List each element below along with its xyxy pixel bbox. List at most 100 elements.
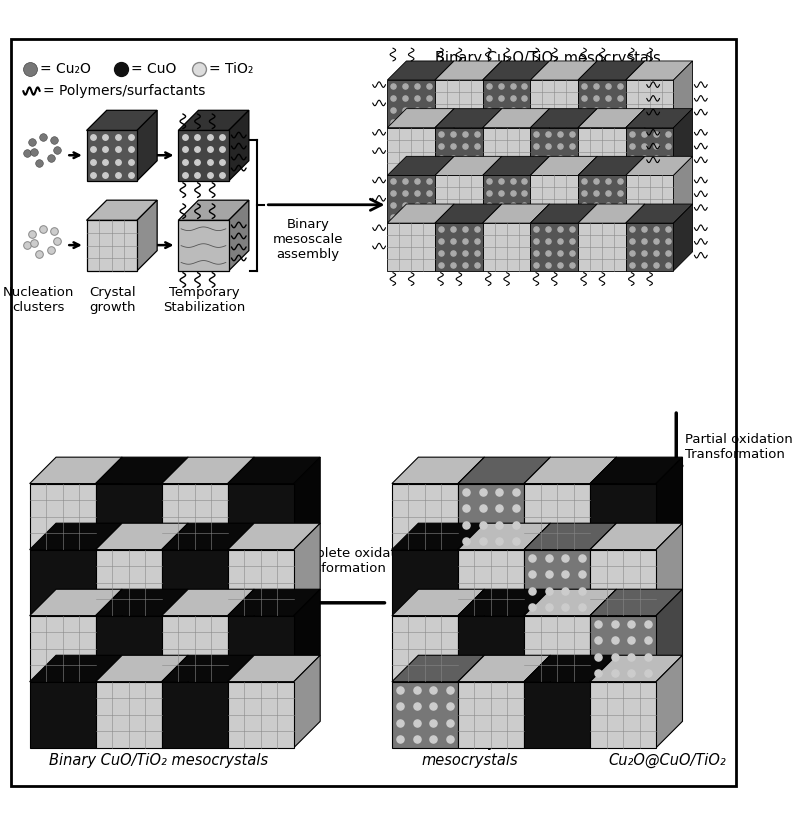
Polygon shape (178, 130, 229, 181)
Polygon shape (626, 109, 645, 176)
Polygon shape (524, 655, 550, 747)
Polygon shape (674, 157, 693, 223)
Polygon shape (162, 589, 188, 681)
Polygon shape (162, 457, 188, 549)
Polygon shape (530, 204, 597, 223)
Polygon shape (626, 176, 674, 223)
Text: Partial oxidation
Transformation: Partial oxidation Transformation (686, 433, 793, 461)
Polygon shape (387, 109, 454, 128)
Polygon shape (482, 204, 502, 271)
Polygon shape (458, 589, 484, 681)
Polygon shape (524, 589, 617, 615)
Text: Cu₂O@CuO/TiO₂: Cu₂O@CuO/TiO₂ (608, 752, 726, 768)
Polygon shape (96, 523, 122, 615)
Polygon shape (656, 655, 682, 747)
Polygon shape (387, 80, 435, 128)
Polygon shape (228, 615, 294, 681)
Polygon shape (228, 483, 294, 549)
Text: = Cu₂O: = Cu₂O (40, 62, 90, 76)
Polygon shape (530, 223, 578, 271)
Polygon shape (435, 176, 482, 223)
Polygon shape (626, 204, 693, 223)
Text: Complete oxidation
Transformation: Complete oxidation Transformation (286, 547, 417, 575)
Polygon shape (30, 523, 122, 549)
Polygon shape (524, 655, 617, 681)
Polygon shape (626, 61, 693, 80)
Polygon shape (387, 61, 454, 80)
Polygon shape (674, 109, 693, 176)
Polygon shape (626, 223, 674, 271)
Polygon shape (482, 109, 502, 176)
Polygon shape (30, 681, 96, 747)
Polygon shape (590, 655, 617, 747)
Polygon shape (578, 157, 597, 223)
Polygon shape (30, 655, 122, 681)
Polygon shape (387, 128, 435, 176)
Text: Crystal
growth: Crystal growth (89, 286, 135, 314)
Polygon shape (228, 655, 254, 747)
Polygon shape (578, 223, 626, 271)
Polygon shape (435, 128, 482, 176)
Polygon shape (294, 655, 320, 747)
Polygon shape (96, 589, 122, 681)
Polygon shape (435, 61, 502, 80)
Polygon shape (229, 111, 249, 181)
Polygon shape (482, 176, 530, 223)
Polygon shape (392, 457, 484, 483)
Polygon shape (482, 80, 530, 128)
Polygon shape (178, 200, 249, 220)
Polygon shape (626, 61, 645, 128)
Polygon shape (86, 111, 157, 130)
Polygon shape (482, 128, 530, 176)
Polygon shape (530, 61, 550, 128)
Polygon shape (137, 200, 157, 271)
Text: Ternary
mesocrystals: Ternary mesocrystals (422, 736, 518, 768)
Polygon shape (458, 589, 550, 615)
Polygon shape (482, 223, 530, 271)
Polygon shape (96, 549, 162, 615)
Polygon shape (674, 204, 693, 271)
Polygon shape (96, 655, 188, 681)
Polygon shape (435, 223, 482, 271)
Polygon shape (137, 111, 157, 181)
Polygon shape (482, 109, 550, 128)
Polygon shape (656, 457, 682, 549)
Polygon shape (96, 457, 188, 483)
Polygon shape (578, 128, 626, 176)
Polygon shape (392, 681, 458, 747)
Polygon shape (392, 615, 458, 681)
Polygon shape (524, 549, 590, 615)
Polygon shape (162, 615, 228, 681)
Polygon shape (228, 457, 254, 549)
Polygon shape (178, 220, 229, 271)
Polygon shape (162, 523, 254, 549)
Polygon shape (590, 483, 656, 549)
Polygon shape (590, 655, 682, 681)
Polygon shape (626, 80, 674, 128)
Polygon shape (392, 655, 484, 681)
Polygon shape (656, 523, 682, 615)
Polygon shape (578, 157, 645, 176)
Polygon shape (530, 157, 597, 176)
Polygon shape (524, 523, 617, 549)
Polygon shape (458, 615, 524, 681)
Polygon shape (458, 457, 484, 549)
Polygon shape (294, 589, 320, 681)
Polygon shape (482, 204, 550, 223)
Polygon shape (590, 523, 617, 615)
Polygon shape (626, 128, 674, 176)
Polygon shape (228, 589, 254, 681)
Polygon shape (530, 204, 550, 271)
Polygon shape (524, 589, 550, 681)
Polygon shape (162, 655, 188, 747)
Polygon shape (626, 157, 693, 176)
Polygon shape (162, 655, 254, 681)
Polygon shape (435, 109, 502, 128)
Polygon shape (530, 80, 578, 128)
Polygon shape (530, 176, 578, 223)
Polygon shape (590, 457, 682, 483)
Polygon shape (590, 549, 656, 615)
Polygon shape (458, 655, 484, 747)
Polygon shape (435, 204, 454, 271)
Polygon shape (590, 589, 682, 615)
